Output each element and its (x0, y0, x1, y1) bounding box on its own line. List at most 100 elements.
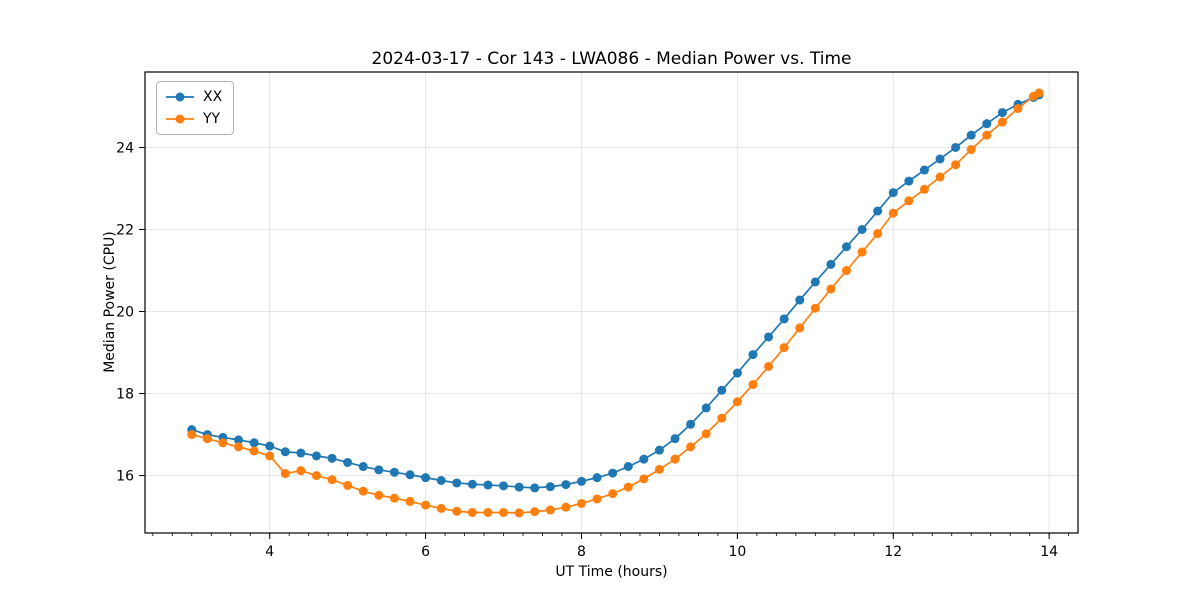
series-YY-line (191, 92, 1040, 514)
series-XX-marker (779, 314, 789, 324)
series-XX-marker (608, 468, 618, 478)
series-YY-marker (1013, 104, 1023, 114)
legend-entry-xx: XX (165, 89, 222, 105)
series-XX-marker (358, 462, 368, 472)
x-axis-label: UT Time (hours) (555, 564, 668, 580)
chart-title: 2024-03-17 - Cor 143 - LWA086 - Median P… (371, 49, 852, 69)
series-XX-marker (842, 242, 852, 252)
series-YY-marker (327, 475, 337, 485)
series-YY-marker (280, 469, 290, 479)
series-XX-marker (795, 295, 805, 305)
series-YY-marker (202, 434, 212, 444)
series-YY-marker (405, 496, 415, 506)
series-XX-marker (265, 441, 275, 451)
series-YY-marker (187, 430, 197, 440)
series-XX-marker (311, 451, 321, 461)
series-YY-marker (857, 247, 867, 257)
series-XX-marker (452, 478, 462, 488)
series-XX-marker (966, 130, 976, 140)
series-XX-marker (405, 470, 415, 480)
series-XX-marker (234, 435, 244, 445)
series-YY-marker (218, 438, 228, 448)
series-XX-marker (717, 385, 727, 395)
series-XX-marker (639, 454, 649, 464)
series-XX-marker (888, 188, 898, 198)
series-YY (187, 88, 1044, 518)
series-YY-marker (873, 229, 883, 239)
series-YY-marker (842, 266, 852, 276)
series-YY-marker (436, 503, 446, 513)
series-XX-marker (249, 438, 259, 448)
series-XX-marker (499, 481, 509, 491)
series-XX-marker (561, 480, 571, 490)
y-axis-label: Median Power (CPU) (102, 231, 118, 373)
series-YY-marker (467, 507, 477, 517)
series-XX-marker (764, 332, 774, 342)
series-XX-marker (483, 480, 493, 490)
y-tick-label: 20 (116, 305, 134, 321)
series-YY-marker (545, 505, 555, 515)
series-YY-marker (935, 172, 945, 182)
y-tick-label: 18 (116, 387, 134, 403)
series-XX-marker (592, 473, 602, 483)
series-YY-marker (343, 480, 353, 490)
series-XX-marker (389, 467, 399, 477)
series-YY-marker (795, 323, 805, 333)
plot-frame (144, 71, 1079, 534)
series-XX-marker (467, 479, 477, 489)
x-axis-ticks: 4 6 8 10 12 14 (265, 533, 1058, 560)
series-YY-marker (530, 507, 540, 517)
legend-line-marker-icon (166, 114, 194, 124)
series-XX (187, 90, 1044, 493)
series-YY-marker (779, 343, 789, 353)
series-XX-marker (530, 483, 540, 493)
legend-label: XX (203, 89, 223, 105)
legend-line-marker-icon (166, 92, 194, 102)
series-XX-marker (748, 350, 758, 360)
series-YY-marker (389, 493, 399, 503)
series-YY-marker (748, 380, 758, 390)
x-tick-label: 8 (577, 544, 586, 560)
series-XX-marker (951, 142, 961, 152)
series-XX-marker (514, 482, 524, 492)
series-YY-marker (374, 490, 384, 500)
series-YY-marker (670, 454, 680, 464)
legend: XX YY (156, 81, 235, 135)
series-YY-marker (514, 508, 524, 518)
y-axis-ticks: 16 18 20 22 24 (116, 140, 145, 485)
series-YY-marker (732, 397, 742, 407)
series-YY-marker (966, 145, 976, 155)
series-XX-marker (374, 465, 384, 475)
y-tick-label: 24 (116, 140, 134, 156)
series-XX-marker (421, 473, 431, 483)
series-XX-marker (576, 476, 586, 486)
series-XX-marker (343, 457, 353, 467)
series-XX-marker (826, 259, 836, 269)
series-XX-marker (810, 277, 820, 287)
series-YY-marker (639, 474, 649, 484)
series-XX-line (191, 94, 1040, 489)
series-YY-marker (717, 413, 727, 423)
series-YY-marker (997, 117, 1007, 127)
series-YY-marker (810, 303, 820, 313)
series-YY-marker (1034, 88, 1044, 98)
x-tick-label: 10 (728, 544, 746, 560)
series-YY-marker (623, 482, 633, 492)
x-tick-label: 14 (1040, 544, 1058, 560)
series-XX-marker (280, 447, 290, 457)
series-XX-marker (436, 476, 446, 486)
series-YY-marker (608, 489, 618, 499)
series-YY-marker (701, 429, 711, 439)
series-XX-marker (982, 119, 992, 129)
series-YY-marker (888, 208, 898, 218)
series-YY-marker (358, 486, 368, 496)
y-tick-label: 22 (116, 222, 134, 238)
series-YY-marker (592, 494, 602, 504)
series-XX-marker (732, 368, 742, 378)
series-YY-marker (576, 498, 586, 508)
series-YY-marker (951, 160, 961, 170)
series-XX-marker (654, 445, 664, 455)
series-XX-marker (935, 154, 945, 164)
